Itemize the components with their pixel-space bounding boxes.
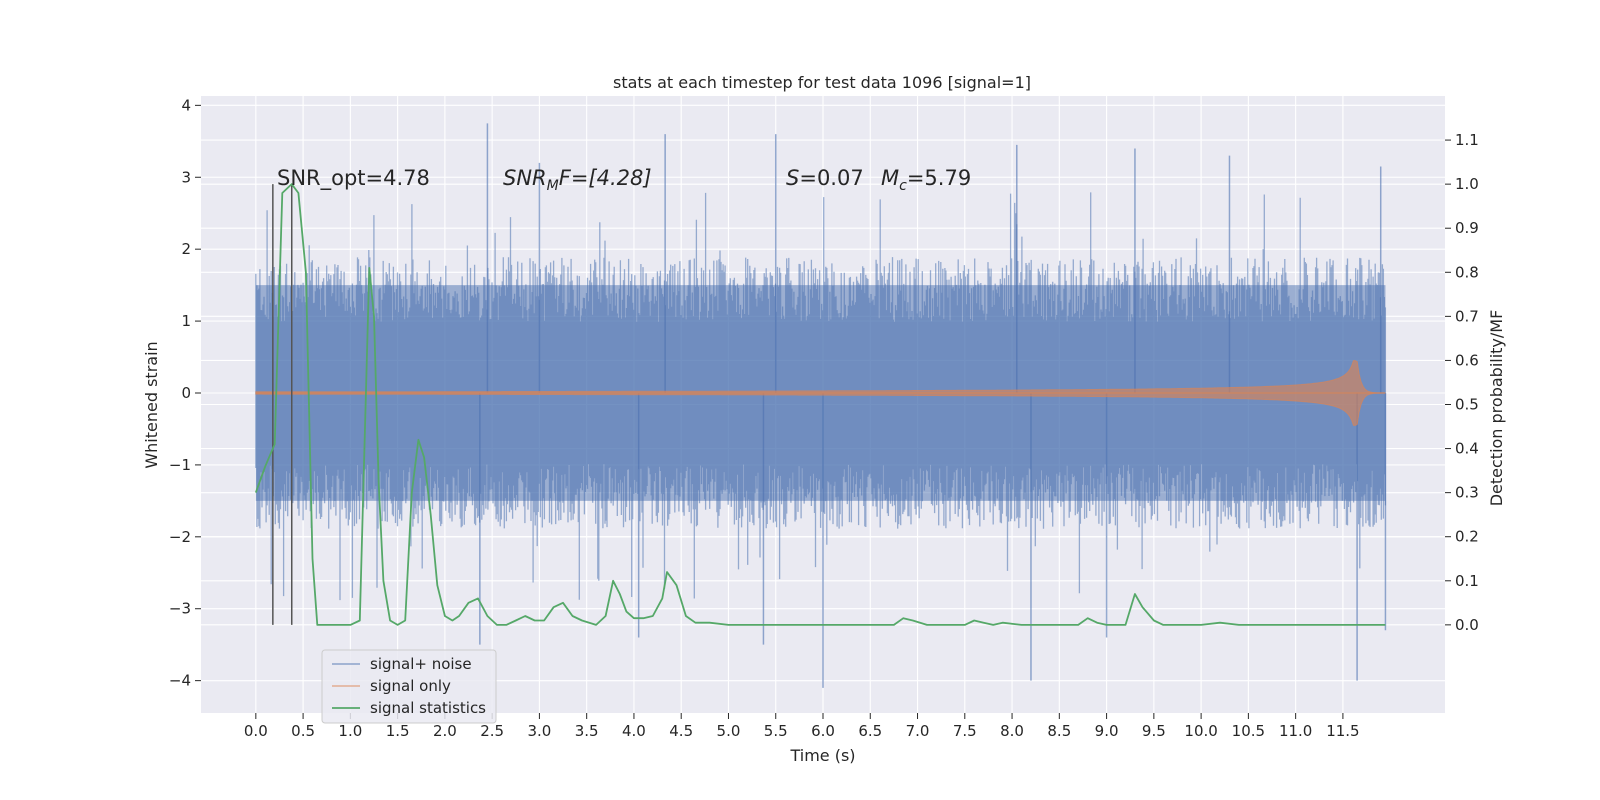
legend-label-signal-plus-noise: signal+ noise bbox=[370, 655, 472, 673]
annotation-mc: Mc=5.79 bbox=[881, 166, 971, 194]
x-tick-label: 9.5 bbox=[1142, 722, 1166, 740]
y-right-tick-label: 0.7 bbox=[1455, 307, 1479, 325]
x-tick-label: 5.0 bbox=[717, 722, 741, 740]
y-tick-label: 1 bbox=[181, 312, 191, 330]
x-tick-label: 6.0 bbox=[811, 722, 835, 740]
y-tick-label: −2 bbox=[169, 528, 191, 546]
chart-title: stats at each timestep for test data 109… bbox=[613, 73, 1031, 92]
x-tick-label: 7.5 bbox=[953, 722, 977, 740]
y-tick-label: −4 bbox=[169, 672, 191, 690]
y-right-tick-label: 0.3 bbox=[1455, 484, 1479, 502]
y-tick-label: 4 bbox=[181, 96, 191, 114]
annotation-snr-mf: SNRMF=[4.28] bbox=[503, 166, 652, 194]
x-tick-label: 1.0 bbox=[338, 722, 362, 740]
legend-label-signal-only: signal only bbox=[370, 677, 451, 695]
annotations: SNR_opt=4.78 SNRMF=[4.28] S=0.07 Mc=5.79 bbox=[277, 166, 971, 194]
y-right-tick-label: 1.1 bbox=[1455, 131, 1479, 149]
x-tick-label: 7.0 bbox=[906, 722, 930, 740]
y-right-tick-label: 0.4 bbox=[1455, 440, 1479, 458]
x-tick-label: 6.5 bbox=[858, 722, 882, 740]
marker-lines bbox=[272, 184, 293, 625]
y-tick-label: 0 bbox=[181, 384, 191, 402]
x-tick-label: 11.0 bbox=[1279, 722, 1312, 740]
statistics-line bbox=[254, 183, 1386, 626]
x-tick-label: 10.5 bbox=[1232, 722, 1265, 740]
y-tick-label: 3 bbox=[181, 168, 191, 186]
y-right-tick-label: 0.1 bbox=[1455, 572, 1479, 590]
annotation-s: S=0.07 bbox=[786, 166, 864, 190]
x-tick-label: 4.0 bbox=[622, 722, 646, 740]
series-signal-only bbox=[255, 360, 1386, 426]
legend: signal+ noise signal only signal statist… bbox=[321, 649, 497, 724]
annotation-snr-opt: SNR_opt=4.78 bbox=[277, 166, 430, 191]
legend-box bbox=[321, 649, 497, 724]
x-tick-label: 3.5 bbox=[575, 722, 599, 740]
x-tick-label: 2.5 bbox=[480, 722, 504, 740]
x-tick-label: 4.5 bbox=[669, 722, 693, 740]
x-tick-label: 9.0 bbox=[1095, 722, 1119, 740]
y-axis-right-label: Detection probability/MF bbox=[1487, 310, 1506, 507]
y-right-tick-label: 0.8 bbox=[1455, 263, 1479, 281]
x-tick-label: 0.0 bbox=[244, 722, 268, 740]
series-signal-statistics bbox=[254, 183, 1386, 626]
y-tick-label: −1 bbox=[169, 456, 191, 474]
y-right-tick-label: 0.0 bbox=[1455, 616, 1479, 634]
x-tick-label: 8.5 bbox=[1047, 722, 1071, 740]
x-axis-label: Time (s) bbox=[789, 746, 855, 765]
x-tick-label: 8.0 bbox=[1000, 722, 1024, 740]
x-tick-label: 5.5 bbox=[764, 722, 788, 740]
axis-ticks: 0.0 0.5 1.0 1.5 2.0 2.5 3.0 3.5 4.0 4.5 5.0 5.5 6.0 6… bbox=[169, 96, 1479, 740]
y-right-tick-label: 1.0 bbox=[1455, 175, 1479, 193]
y-right-tick-label: 0.2 bbox=[1455, 528, 1479, 546]
x-tick-label: 10.0 bbox=[1184, 722, 1217, 740]
x-tick-label: 0.5 bbox=[291, 722, 315, 740]
y-axis-label: Whitened strain bbox=[142, 341, 161, 468]
x-tick-label: 11.5 bbox=[1326, 722, 1359, 740]
x-tick-label: 3.0 bbox=[527, 722, 551, 740]
y-right-tick-label: 0.5 bbox=[1455, 396, 1479, 414]
x-tick-label: 1.5 bbox=[386, 722, 410, 740]
y-right-tick-label: 0.9 bbox=[1455, 219, 1479, 237]
y-right-tick-label: 0.6 bbox=[1455, 351, 1479, 369]
x-tick-label: 2.0 bbox=[433, 722, 457, 740]
y-tick-label: 2 bbox=[181, 240, 191, 258]
legend-label-signal-statistics: signal statistics bbox=[370, 699, 486, 717]
y-tick-label: −3 bbox=[169, 600, 191, 618]
